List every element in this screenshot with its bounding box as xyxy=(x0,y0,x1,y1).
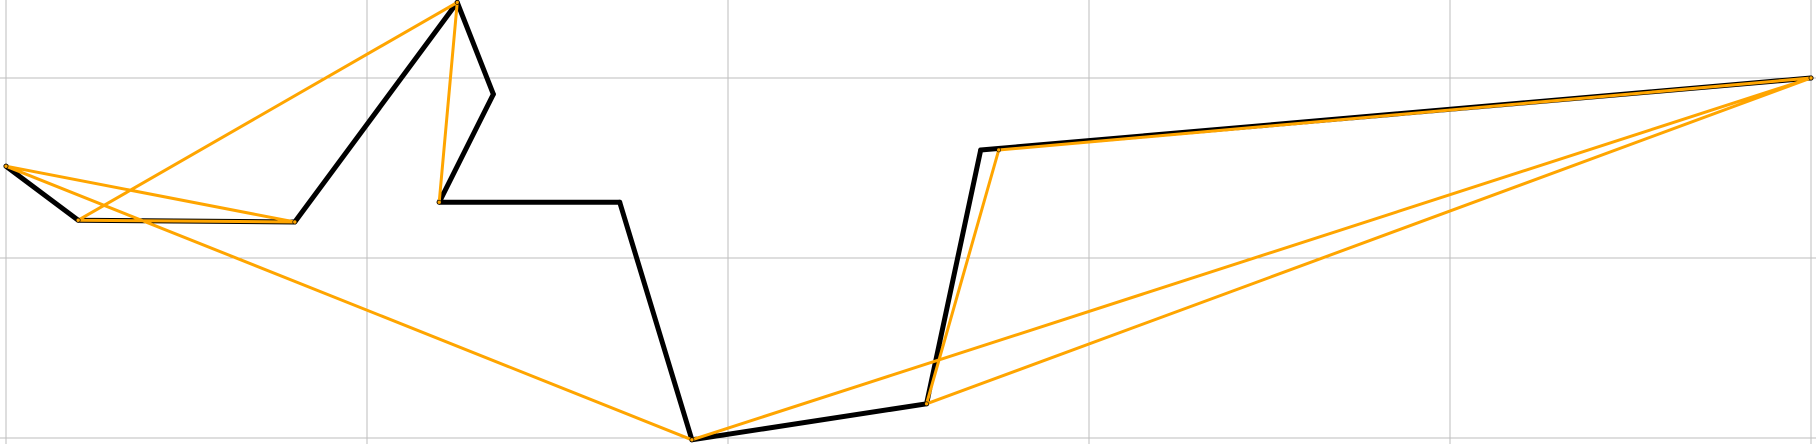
data-point-black xyxy=(617,199,623,205)
data-point-orange xyxy=(689,437,695,443)
data-point-black xyxy=(490,91,496,97)
horizontal-gridlines xyxy=(0,77,1816,439)
data-point-orange xyxy=(996,147,1002,153)
data-point-orange xyxy=(75,217,81,223)
data-point-orange xyxy=(924,401,929,407)
data-point-orange xyxy=(436,199,442,205)
series-line-orange xyxy=(4,0,1813,442)
vertical-gridlines xyxy=(5,0,1812,444)
data-point-orange xyxy=(3,163,9,169)
data-point-black xyxy=(978,147,984,153)
data-point-orange xyxy=(292,219,298,225)
data-point-orange xyxy=(1808,75,1814,81)
series-layer xyxy=(3,0,1814,443)
data-point-orange xyxy=(454,0,460,5)
